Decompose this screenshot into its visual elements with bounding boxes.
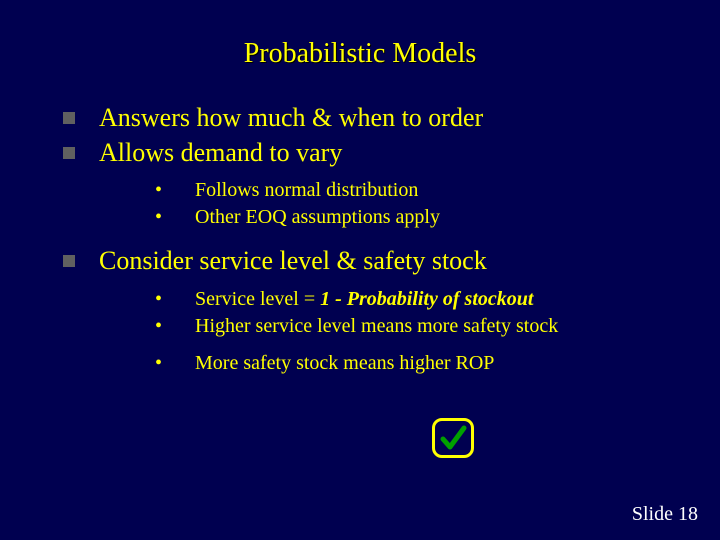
sub-bullet-service-eq: • Service level = 1 - Probability of sto…	[155, 286, 665, 313]
dot-bullet-icon: •	[155, 350, 162, 377]
footer-page-number: 18	[678, 503, 698, 525]
sub-bullet-text: Higher service level means more safety s…	[195, 315, 558, 337]
dot-bullet-icon: •	[155, 204, 162, 231]
slide: Probabilistic Models Answers how much & …	[0, 0, 720, 540]
bullet-text: Answers how much & when to order	[99, 103, 483, 132]
sub-bullet-normal-dist: • Follows normal distribution	[155, 177, 665, 204]
sub-bullet-eoq: • Other EOQ assumptions apply	[155, 204, 665, 231]
sub-bullet-emph: 1 - Probability of stockout	[320, 288, 533, 310]
bullet-answers: Answers how much & when to order	[63, 102, 665, 135]
dot-bullet-icon: •	[155, 313, 162, 340]
sub-bullet-prefix: Service level =	[195, 288, 320, 310]
slide-footer: Slide 18	[632, 503, 698, 526]
sub-bullet-text: Other EOQ assumptions apply	[195, 206, 440, 228]
bullet-list-lvl1: Answers how much & when to order Allows …	[55, 102, 665, 377]
sub-bullet-rop: • More safety stock means higher ROP	[155, 350, 665, 377]
square-bullet-icon	[63, 255, 75, 267]
sub-bullet-higher-svc: • Higher service level means more safety…	[155, 313, 665, 340]
bullet-list-lvl2: • Follows normal distribution • Other EO…	[99, 177, 665, 231]
bullet-text: Consider service level & safety stock	[99, 246, 487, 275]
slide-title: Probabilistic Models	[55, 38, 665, 70]
checkmark-box-icon	[432, 418, 474, 458]
sub-bullet-text: Follows normal distribution	[195, 179, 418, 201]
footer-label: Slide	[632, 503, 673, 525]
dot-bullet-icon: •	[155, 177, 162, 204]
square-bullet-icon	[63, 112, 75, 124]
sub-bullet-text: More safety stock means higher ROP	[195, 352, 494, 374]
dot-bullet-icon: •	[155, 286, 162, 313]
bullet-list-lvl2: • Service level = 1 - Probability of sto…	[99, 286, 665, 377]
bullet-text: Allows demand to vary	[99, 138, 342, 167]
bullet-allows-demand: Allows demand to vary • Follows normal d…	[63, 137, 665, 232]
bullet-service-level: Consider service level & safety stock • …	[63, 245, 665, 377]
square-bullet-icon	[63, 147, 75, 159]
checkmark-icon	[438, 423, 468, 453]
